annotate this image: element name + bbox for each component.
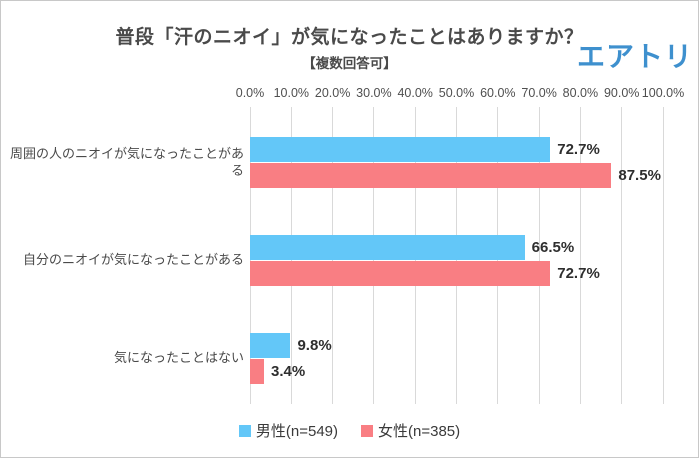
gridline [579, 107, 581, 404]
x-axis-tick-label: 10.0% [273, 86, 310, 100]
value-label-male: 9.8% [297, 337, 332, 354]
gridline [538, 107, 540, 404]
value-label-male: 72.7% [557, 141, 600, 158]
bar-female [250, 163, 612, 188]
bar-male [250, 333, 291, 358]
value-label-female: 3.4% [271, 363, 306, 380]
category-label: 周囲の人のニオイが気になったことがある [9, 146, 244, 178]
gridline [621, 107, 623, 404]
legend: 男性(n=549) 女性(n=385) [1, 420, 698, 441]
female-series-swatch [361, 424, 373, 437]
x-axis-tick-label: 30.0% [356, 86, 392, 100]
value-label-male: 66.5% [531, 239, 575, 256]
legend-item-male: 男性(n=549) [238, 420, 338, 441]
x-axis-tick-label: 50.0% [438, 86, 475, 100]
female-series-label: 女性(n=385) [378, 423, 461, 440]
x-axis-tick-label: 20.0% [314, 86, 351, 100]
bar-male [250, 137, 551, 162]
bar-female [250, 261, 551, 286]
airtrip-logo: エアトリ [576, 41, 693, 72]
gridline [662, 107, 664, 404]
x-axis-tick-label: 70.0% [521, 86, 557, 100]
legend-item-female: 女性(n=385) [361, 420, 460, 441]
bar-female [250, 359, 265, 384]
chart-subtitle: 【複数回答可】 [302, 56, 397, 71]
male-series-label: 男性(n=549) [255, 423, 338, 440]
x-axis-tick-label: 40.0% [397, 86, 433, 100]
category-label: 気になったことはない [113, 350, 244, 366]
category-label: 自分のニオイが気になったことがある [22, 252, 244, 268]
chart-title: 普段「汗のニオイ」が気になったことはありますか？ [115, 27, 584, 48]
x-axis-tick-label: 80.0% [562, 86, 599, 100]
bar-male [250, 235, 525, 260]
x-axis-tick-label: 100.0% [641, 86, 685, 100]
value-label-female: 72.7% [557, 265, 600, 282]
male-series-swatch [238, 424, 251, 437]
x-axis-tick-label: 60.0% [480, 86, 516, 100]
x-axis-tick-label: 0.0% [235, 86, 265, 100]
x-axis-tick-label: 90.0% [603, 86, 640, 100]
value-label-female: 87.5% [618, 167, 661, 184]
